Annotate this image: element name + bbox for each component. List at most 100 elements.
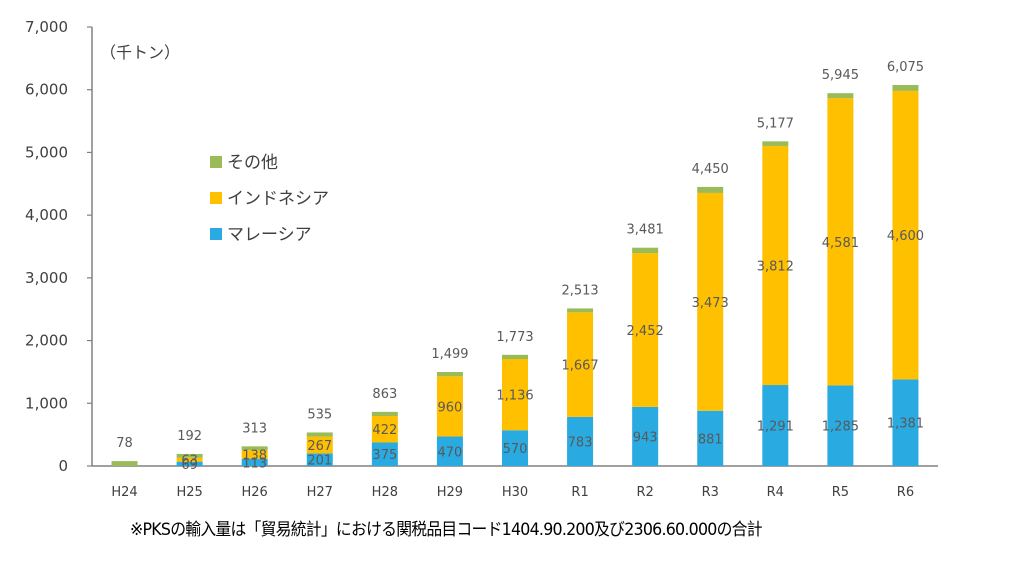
bar-segment-other <box>632 247 659 254</box>
segment-value-label: 3,473 <box>692 296 729 311</box>
bar-segment-indonesia <box>632 253 659 407</box>
total-value-label: 1,499 <box>431 347 468 362</box>
x-tick-label: H30 <box>502 485 528 500</box>
x-tick-label: H29 <box>437 485 463 500</box>
x-tick-label: H28 <box>372 485 398 500</box>
bar-segment-malaysia <box>371 442 398 466</box>
unit-label: （千トン） <box>100 43 180 62</box>
x-tick-label: R2 <box>636 485 653 500</box>
legend-swatch <box>210 192 222 204</box>
x-tick-label: H24 <box>111 485 137 500</box>
x-tick-label: R4 <box>767 485 784 500</box>
segment-value-label: 470 <box>438 445 463 460</box>
bar-segment-indonesia <box>697 192 724 411</box>
bar-segment-malaysia <box>632 406 659 466</box>
bar-segment-indonesia <box>567 312 594 417</box>
segment-value-label: 4,581 <box>822 236 859 251</box>
segment-value-label: 113 <box>242 456 267 471</box>
bar-segment-indonesia <box>241 450 268 459</box>
segment-value-label: 960 <box>438 400 463 415</box>
x-tick-label: R3 <box>702 485 719 500</box>
legend-label: マレーシア <box>227 225 312 245</box>
segment-value-label: 570 <box>503 442 528 457</box>
bar-segment-other <box>176 453 203 458</box>
y-tick-label: 6,000 <box>25 81 68 99</box>
total-value-label: 6,075 <box>887 60 924 75</box>
x-axis: H24 H25 H26 H27 H28 H29 H30 R1 R2 R3 R4 R5 R6 <box>92 465 938 500</box>
footnote: ※PKSの輸入量は「貿易統計」における関税品目コード1404.90.200及び2… <box>130 520 763 540</box>
x-tick-label: H25 <box>176 485 202 500</box>
y-tick-label: 2,000 <box>25 332 68 350</box>
bars <box>111 85 919 466</box>
total-value-label: 2,513 <box>561 283 598 298</box>
segment-value-label: 267 <box>307 439 332 454</box>
x-tick-label: H27 <box>307 485 333 500</box>
segment-value-label: 1,136 <box>496 389 533 404</box>
bar-segment-malaysia <box>827 385 854 466</box>
legend-swatch <box>210 228 222 240</box>
bar-segment-indonesia <box>371 416 398 443</box>
total-value-label: 863 <box>372 387 397 402</box>
total-value-label: 78 <box>116 436 133 451</box>
y-tick-label: 4,000 <box>25 206 68 224</box>
bar-segment-other <box>306 432 333 437</box>
bar-segment-malaysia <box>241 458 268 466</box>
stacked-bar-chart: 0 1,000 2,000 3,000 4,000 5,000 6,000 7,000 H24… <box>25 18 938 500</box>
total-value-label: 313 <box>242 421 267 436</box>
bar-segment-malaysia <box>697 410 724 466</box>
segment-value-label: 69 <box>181 458 198 473</box>
bar-segment-other <box>111 461 138 466</box>
y-tick-label: 1,000 <box>25 394 68 412</box>
segment-value-label: 138 <box>242 449 267 464</box>
bar-segment-malaysia <box>176 461 203 466</box>
bar-segment-other <box>762 141 789 146</box>
bar-segment-other <box>567 308 594 313</box>
segment-value-label: 375 <box>372 448 397 463</box>
x-tick-label: R5 <box>832 485 849 500</box>
segment-value-label: 1,667 <box>561 359 598 374</box>
bar-segment-malaysia <box>306 453 333 466</box>
total-value-label: 4,450 <box>692 162 729 177</box>
bar-segment-malaysia <box>436 436 463 466</box>
y-axis: 0 1,000 2,000 3,000 4,000 5,000 6,000 7,000 <box>25 18 93 475</box>
x-tick-label: R1 <box>571 485 588 500</box>
total-value-label: 5,945 <box>822 68 859 83</box>
bar-segment-malaysia <box>892 379 919 466</box>
segment-value-label: 63 <box>181 454 198 469</box>
bar-segment-indonesia <box>436 376 463 437</box>
x-tick-label: R6 <box>897 485 914 500</box>
segment-value-label: 943 <box>633 430 658 445</box>
y-tick-label: 3,000 <box>25 269 68 287</box>
segment-value-label: 3,812 <box>757 260 794 275</box>
total-value-label: 535 <box>307 407 332 422</box>
segment-value-label: 4,600 <box>887 229 924 244</box>
legend-swatch <box>210 156 222 168</box>
y-tick-label: 0 <box>58 457 68 475</box>
y-tick-label: 7,000 <box>25 18 68 36</box>
bar-segment-other <box>892 85 919 91</box>
total-value-label: 192 <box>177 429 202 444</box>
legend-label: インドネシア <box>227 189 329 209</box>
segment-value-label: 783 <box>568 435 593 450</box>
bar-segment-indonesia <box>502 359 528 431</box>
y-tick-label: 5,000 <box>25 143 68 161</box>
segment-value-label: 1,291 <box>757 420 794 435</box>
bar-segment-other <box>502 354 528 360</box>
bar-segment-other <box>371 411 398 417</box>
bar-segment-indonesia <box>306 436 333 454</box>
bar-segment-indonesia <box>176 457 203 462</box>
bar-segment-indonesia <box>762 145 789 386</box>
bar-segment-malaysia <box>502 430 528 466</box>
total-value-label: 3,481 <box>627 223 664 238</box>
total-value-label: 5,177 <box>757 116 794 131</box>
bar-segment-other <box>827 93 854 99</box>
bar-segment-other <box>436 371 463 377</box>
segment-value-label: 201 <box>307 454 332 469</box>
bar-segment-malaysia <box>762 385 789 466</box>
bar-segment-indonesia <box>892 90 919 380</box>
segment-value-label: 881 <box>698 432 723 447</box>
segment-value-label: 422 <box>372 423 397 438</box>
bar-segment-malaysia <box>567 416 594 466</box>
segment-value-label: 1,285 <box>822 420 859 435</box>
